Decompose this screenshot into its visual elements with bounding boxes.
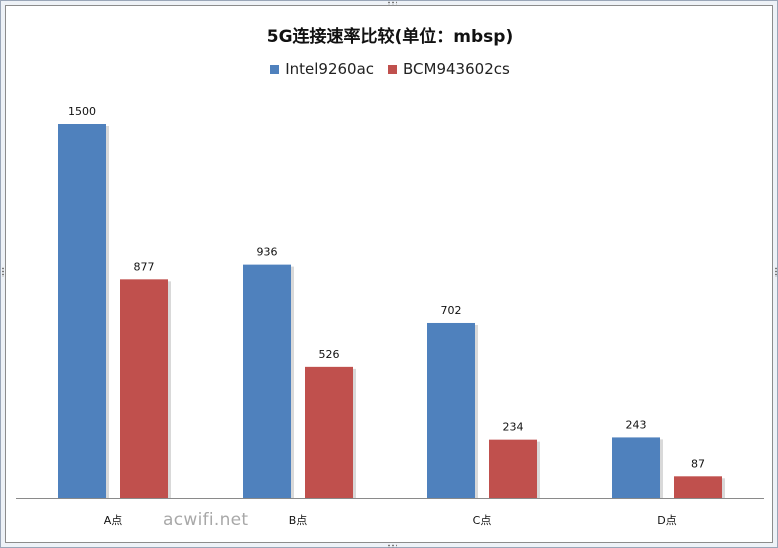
legend-item-series-1: Intel9260ac [270,60,374,78]
legend-swatch-series-1 [270,64,280,74]
bar-series-1[interactable] [58,124,106,498]
data-label: 526 [319,348,340,361]
chart-area[interactable]: 5G连接速率比较(单位：mbsp) Intel9260ac BCM943602c… [5,5,773,543]
legend-label-series-2: BCM943602cs [403,60,510,78]
bar-series-2[interactable] [120,279,168,498]
resize-handle-left[interactable] [1,267,5,277]
data-label: 702 [441,304,462,317]
chart-legend: Intel9260ac BCM943602cs [6,60,774,78]
x-tick-label: B点 [289,514,308,527]
resize-handle-top[interactable] [387,1,397,5]
resize-handle-right[interactable] [774,267,778,277]
legend-item-series-2: BCM943602cs [388,60,510,78]
chart-title: 5G连接速率比较(单位：mbsp) [266,27,514,47]
bar-series-1[interactable] [427,322,475,498]
data-label: 936 [257,246,278,259]
bar-series-2[interactable] [489,439,537,498]
x-tick-label: D点 [657,514,676,527]
bar-series-2[interactable] [305,366,353,498]
x-tick-label: A点 [104,514,123,527]
bar-series-1[interactable] [243,264,291,498]
bar-series-1[interactable] [612,437,660,498]
plot-area: 1500 877 A点 936 526 B点 702 234 C点 243 87 D点 [16,105,764,527]
watermark-text: acwifi.net [163,510,249,530]
data-label: 1500 [68,105,96,118]
data-label: 877 [134,260,155,273]
data-label: 87 [691,457,705,470]
data-label: 243 [626,418,647,431]
x-tick-label: C点 [473,514,492,527]
resize-handle-bottom[interactable] [387,544,397,548]
bar-series-2[interactable] [674,476,722,498]
legend-swatch-series-2 [388,64,398,74]
legend-label-series-1: Intel9260ac [285,60,375,78]
data-label: 234 [503,421,524,434]
